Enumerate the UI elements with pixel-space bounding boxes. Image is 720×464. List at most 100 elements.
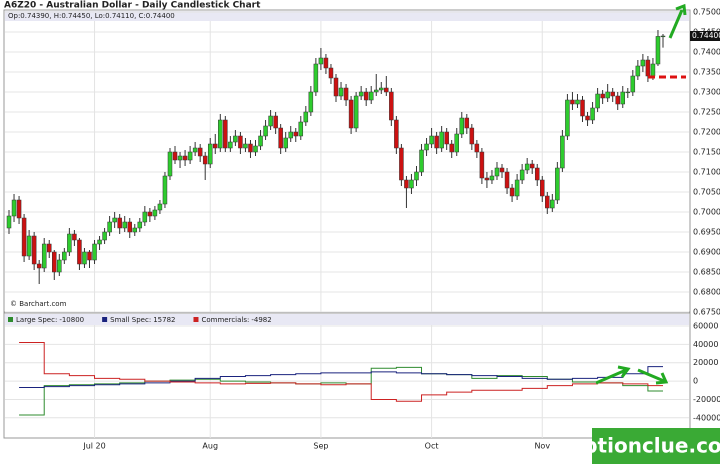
candle-body — [484, 177, 490, 181]
candle-body — [253, 145, 258, 153]
legend-value: 15782 — [153, 316, 175, 324]
candle-body — [46, 243, 52, 253]
y-tick-label: 40000 — [693, 340, 718, 349]
candle-body — [424, 143, 429, 151]
candle-body — [172, 151, 178, 161]
cot-panel — [3, 312, 691, 439]
candle-body — [112, 217, 117, 223]
legend-swatch — [193, 317, 199, 322]
candle-body — [504, 171, 510, 189]
candle-body — [625, 91, 631, 94]
candle-body — [92, 243, 97, 261]
candle-body — [167, 151, 173, 177]
candle-body — [529, 163, 535, 169]
candle-body — [228, 141, 233, 149]
candle-body — [560, 135, 565, 169]
candle-body — [368, 91, 374, 101]
info-bar — [5, 11, 689, 21]
candle-body — [545, 195, 550, 209]
candle-body — [182, 155, 188, 161]
candle-body — [288, 131, 293, 139]
candle-body — [479, 151, 485, 179]
candle-body — [177, 155, 183, 161]
candle-body — [187, 151, 193, 161]
last-price-label: 0.74400 — [692, 31, 720, 40]
candle-body — [550, 199, 555, 209]
candle-body — [213, 143, 218, 149]
candle-body — [157, 203, 163, 211]
chart-title: A6Z20 - Australian Dollar - Daily Candle… — [4, 1, 261, 11]
price-panel — [3, 9, 691, 313]
candle-body — [202, 155, 208, 165]
candle-body — [439, 131, 444, 149]
x-tick-label: Aug — [202, 442, 218, 451]
candle-body — [238, 135, 243, 149]
annotation-arrow — [668, 3, 687, 39]
candle-body — [268, 115, 273, 127]
candle-body — [499, 167, 505, 173]
last-price-box — [690, 31, 720, 41]
candle-body — [308, 91, 314, 113]
candle-body — [21, 217, 27, 257]
candle-body — [26, 235, 32, 257]
candle-body — [333, 77, 339, 97]
candle-body — [87, 251, 92, 261]
candle-body — [192, 147, 198, 153]
x-tick-label: Oct — [425, 442, 439, 451]
candle-body — [610, 91, 615, 97]
legend-name: Large Spec: — [16, 316, 57, 324]
y-tick-label: -40000 — [693, 413, 720, 422]
candle-body — [41, 243, 47, 269]
candle-body — [434, 135, 439, 149]
candle-body — [152, 209, 158, 217]
candle-body — [519, 169, 525, 181]
candle-body — [555, 167, 560, 201]
candle-body — [363, 91, 369, 101]
legend-bar — [5, 314, 689, 325]
candle-body — [142, 211, 148, 223]
candle-body — [147, 211, 153, 217]
source: © Barchart.com — [10, 300, 67, 308]
candle-body — [419, 149, 424, 173]
candle-body — [389, 91, 394, 121]
candle-body — [207, 143, 213, 165]
y-tick-label: 60000 — [693, 322, 718, 331]
candle-body — [509, 187, 515, 197]
candle-body — [318, 57, 324, 65]
candle-body — [650, 63, 656, 77]
candle-body — [122, 221, 127, 229]
candle-body — [102, 231, 107, 241]
legend-name: Small Spec: — [110, 316, 151, 324]
candle-body — [353, 95, 359, 129]
candle-body — [580, 99, 585, 117]
candle-body — [218, 119, 223, 149]
legend-name: Commercials: — [201, 316, 249, 324]
candle-body — [444, 131, 449, 145]
candle-body — [640, 59, 646, 67]
candle-body — [449, 143, 454, 153]
candle-body — [605, 91, 610, 99]
candle-body — [565, 99, 570, 137]
candle-body — [655, 36, 661, 65]
candle-body — [197, 147, 203, 157]
candle-body — [635, 65, 641, 77]
candle-body — [328, 67, 334, 79]
y-tick-label: 0.75000 — [693, 8, 720, 17]
candle-body — [303, 111, 309, 123]
x-tick-label: Sep — [313, 442, 328, 451]
candle-body — [590, 107, 595, 121]
candle-body — [31, 235, 37, 265]
x-tick-label: Jul 20 — [82, 442, 105, 451]
x-tick-label: Nov — [534, 442, 550, 451]
candle-body — [298, 121, 304, 137]
candle-body — [358, 91, 364, 97]
